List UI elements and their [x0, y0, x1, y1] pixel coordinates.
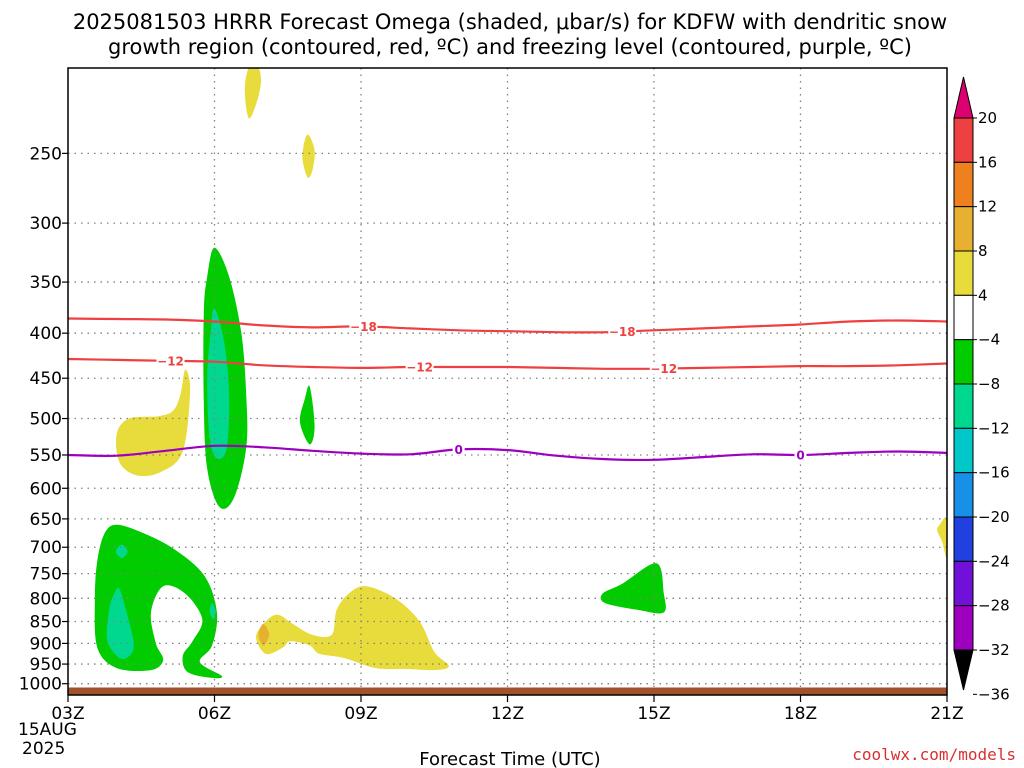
contour-label--18-2: −18 — [609, 325, 636, 339]
temperature-contours: −18 −18 −12 −12 −12 0 0 — [68, 317, 947, 462]
colorbar-swatch-8 — [953, 427, 974, 474]
colorbar-label-12: −28 — [978, 597, 1010, 615]
contour-label-bg-0-1 — [452, 443, 465, 456]
omega-region-4 — [207, 308, 230, 460]
colorbar-swatch-7 — [953, 383, 974, 429]
colorbar-bottom-arrow — [953, 649, 974, 691]
omega-region-12 — [258, 623, 270, 646]
colorbar-label-7: −8 — [978, 375, 1000, 393]
y-tick-label-850: 850 — [30, 613, 62, 633]
omega-region-9 — [115, 544, 128, 558]
colorbar-label-10: −20 — [978, 508, 1010, 526]
omega-region-2 — [302, 134, 315, 178]
x-tick-label-03Z: 03Z — [51, 704, 84, 724]
y-tick-label-300: 300 — [30, 214, 62, 234]
colorbar-swatch-3 — [953, 206, 974, 252]
y-tick-label-250: 250 — [30, 144, 62, 164]
chart-title-line-1: 2025081503 HRRR Forecast Omega (shaded, … — [73, 10, 947, 34]
colorbar-top-arrow — [953, 76, 974, 119]
contour-label-0-2: 0 — [796, 448, 804, 462]
colorbar-swatch-10 — [953, 516, 974, 562]
colorbar-label-2: 16 — [978, 153, 997, 171]
contour-label-bg--18-1 — [349, 320, 378, 333]
y-tick-label-900: 900 — [30, 634, 62, 654]
omega-region-5 — [116, 369, 191, 477]
colorbar-label-4: 8 — [978, 242, 988, 260]
contour-label--18-1: −18 — [350, 320, 377, 334]
y-tick-label-450: 450 — [30, 369, 62, 389]
contour-label-bg--12-3 — [649, 362, 678, 375]
surface-terrain — [68, 687, 947, 695]
contour-label-0-1: 0 — [454, 443, 462, 457]
x-date-label-year: 2025 — [22, 739, 65, 759]
source-label: coolwx.com/models — [852, 745, 1016, 764]
colorbar: 20 16 12 8 4 −4 −8 −12 −16 −20 −24 −28 −32 −36 — [953, 76, 1010, 703]
x-tick-label-15Z: 15Z — [637, 704, 670, 724]
omega-region-14 — [937, 517, 947, 559]
x-tick-label-06Z: 06Z — [198, 704, 231, 724]
x-axis-label: Forecast Time (UTC) — [419, 749, 600, 768]
colorbar-swatch-12 — [953, 605, 974, 651]
y-tick-label-500: 500 — [30, 410, 62, 430]
x-axis-ticks: 03Z 06Z 09Z 12Z 15Z 18Z 21Z — [51, 695, 964, 724]
y-tick-label-400: 400 — [30, 324, 62, 344]
colorbar-swatch-6 — [953, 339, 974, 385]
omega-region-6 — [299, 385, 315, 445]
colorbar-label-13: −32 — [978, 641, 1010, 659]
y-tick-label-800: 800 — [30, 589, 62, 609]
colorbar-label-5: 4 — [978, 286, 988, 304]
colorbar-label-11: −24 — [978, 552, 1010, 570]
colorbar-swatch-5 — [953, 294, 974, 341]
y-axis-ticks: 2503003504004505005506006507007508008509… — [19, 144, 68, 695]
colorbar-swatch-4 — [953, 250, 974, 296]
x-tick-label-12Z: 12Z — [491, 704, 524, 724]
grid-lines — [68, 68, 947, 695]
surface-band — [68, 687, 947, 695]
contour-line--18 — [68, 317, 947, 334]
omega-region-8 — [106, 587, 134, 659]
x-tick-label-18Z: 18Z — [784, 704, 817, 724]
y-tick-label-600: 600 — [30, 479, 62, 499]
colorbar-label-6: −4 — [978, 331, 1000, 349]
omega-region-13 — [600, 563, 666, 614]
omega-shading — [94, 68, 947, 679]
contour-label-bg-0-2 — [794, 448, 807, 461]
contour-line--12 — [68, 357, 947, 370]
contour-label-bg--12-1 — [156, 354, 185, 367]
y-tick-label-550: 550 — [30, 446, 62, 466]
omega-region-1 — [244, 68, 261, 119]
colorbar-label-1: 20 — [978, 109, 997, 127]
y-tick-label-750: 750 — [30, 565, 62, 585]
colorbar-swatch-11 — [953, 560, 974, 607]
contour-label-bg--18-2 — [608, 325, 637, 338]
y-tick-label-700: 700 — [30, 538, 62, 558]
contour-label--12-3: −12 — [650, 362, 677, 376]
contour-label--12-2: −12 — [406, 361, 433, 375]
colorbar-swatch-9 — [953, 472, 974, 518]
y-tick-label-350: 350 — [30, 273, 62, 293]
x-tick-label-21Z: 21Z — [930, 704, 963, 724]
colorbar-swatch-1 — [953, 117, 974, 163]
x-date-label-day: 15AUG — [18, 720, 77, 740]
y-tick-label-650: 650 — [30, 510, 62, 530]
colorbar-label-3: 12 — [978, 198, 997, 216]
y-tick-label-950: 950 — [30, 655, 62, 675]
contour-label--12-1: −12 — [157, 354, 184, 368]
x-tick-label-09Z: 09Z — [344, 704, 377, 724]
y-tick-label-1000: 1000 — [19, 675, 62, 695]
colorbar-label-8: −12 — [978, 419, 1010, 437]
omega-region-11 — [256, 586, 449, 671]
colorbar-label-9: −16 — [978, 464, 1010, 482]
chart-title-line-2: growth region (contoured, red, ºC) and f… — [108, 35, 912, 59]
contour-label-bg--12-2 — [405, 361, 434, 374]
colorbar-label-14: −36 — [978, 685, 1010, 703]
colorbar-swatch-2 — [953, 161, 974, 208]
